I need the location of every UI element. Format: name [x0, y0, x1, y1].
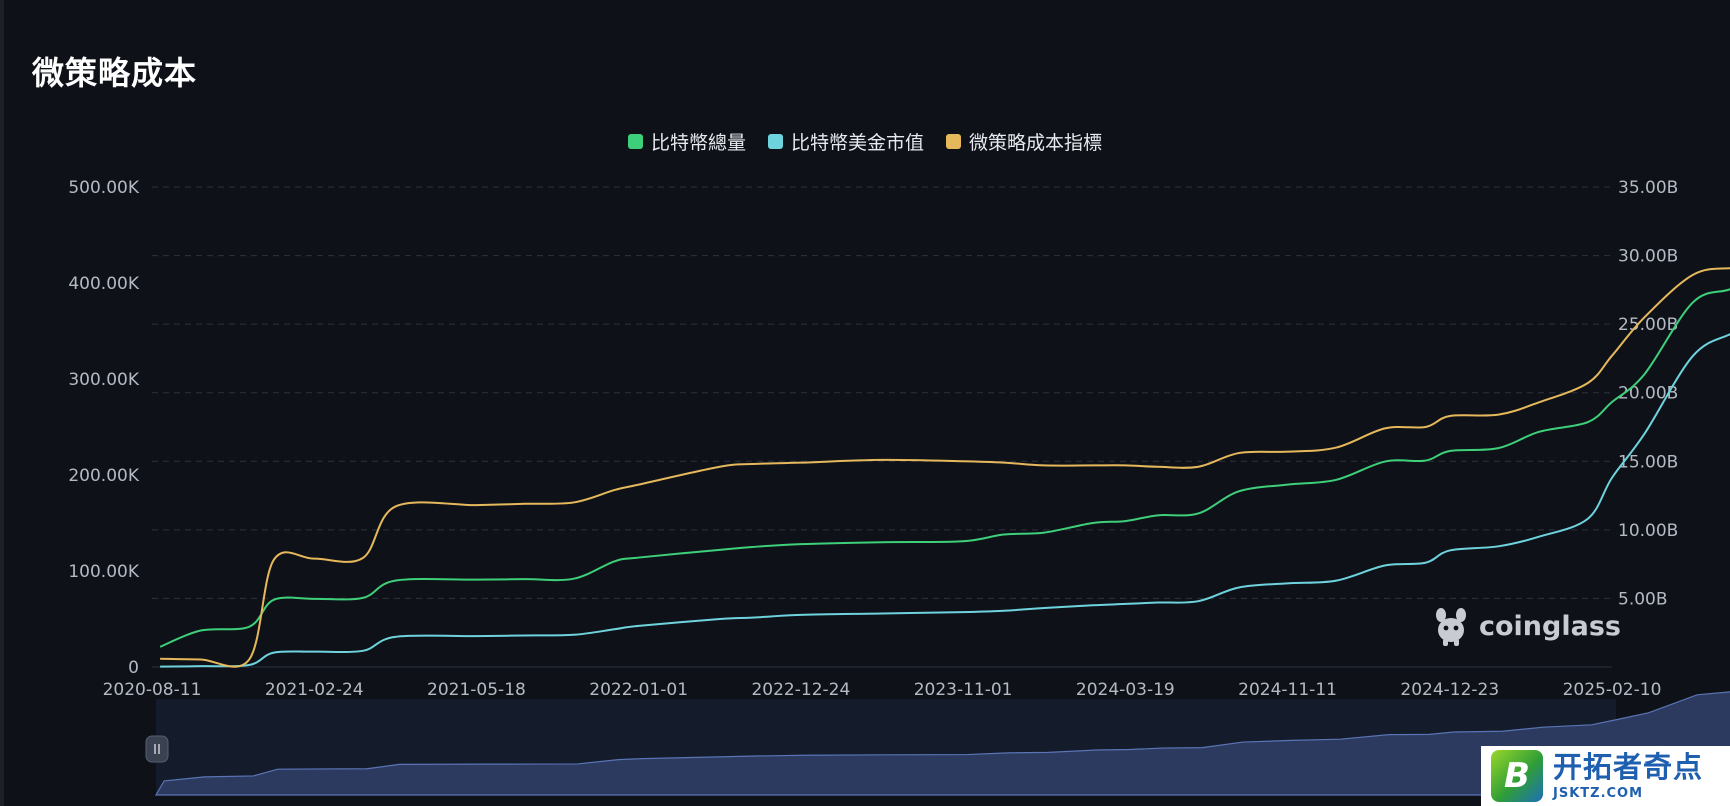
legend-item-mstr-cost[interactable]: 微策略成本指標 [946, 128, 1102, 155]
brand-badge: B 开拓者奇点 JSKTZ.COM [1481, 746, 1730, 806]
x-axis-tick-label: 2024-12-23 [1400, 680, 1499, 700]
grid-lines [152, 186, 1612, 668]
legend-label-mstr-cost: 微策略成本指標 [969, 132, 1103, 154]
brand-text: 开拓者奇点 JSKTZ.COM [1553, 749, 1704, 801]
right-axis-tick-label: 25.00B [1618, 315, 1678, 335]
x-axis-tick-label: 2023-11-01 [914, 680, 1013, 700]
brand-name: 开拓者奇点 [1553, 749, 1704, 784]
left-y-axis: 0 100.00K 200.00K 300.00K 400.00K 500.00K [68, 178, 139, 678]
left-axis-tick-label: 100.00K [68, 562, 139, 582]
left-axis-tick-label: 500.00K [68, 178, 139, 198]
chart-legend: 比特幣總量 比特幣美金市值 微策略成本指標 [0, 128, 1730, 155]
x-axis-tick-label: 2022-12-24 [751, 680, 850, 700]
brand-domain: JSKTZ.COM [1553, 785, 1644, 801]
right-axis-tick-label: 35.00B [1618, 178, 1678, 198]
zoom-slider [145, 691, 1730, 796]
legend-item-btc-total[interactable]: 比特幣總量 [627, 128, 746, 155]
right-axis-tick-label: 15.00B [1618, 452, 1678, 472]
x-axis-tick-label: 2024-11-11 [1238, 680, 1337, 700]
right-axis-tick-label: 20.00B [1618, 384, 1678, 404]
series-line-1 [160, 333, 1730, 668]
series-lines [159, 267, 1730, 668]
x-axis: 2020-08-11 2021-02-24 2021-05-18 2022-01-01… [103, 680, 1662, 700]
legend-swatch-btc-usd-value [767, 134, 783, 149]
left-axis-tick-label: 200.00K [68, 466, 139, 486]
right-axis-tick-label: 5.00B [1618, 589, 1668, 609]
coinglass-logo-icon [1436, 608, 1466, 646]
watermark-text: coinglass [1479, 610, 1621, 642]
brand-logo-icon: B [1491, 750, 1543, 802]
right-y-axis: 5.00B 10.00B 15.00B 20.00B 25.00B 30.00B 35.00… [1618, 178, 1678, 609]
x-axis-tick-label: 2020-08-11 [103, 680, 202, 700]
right-axis-tick-label: 10.00B [1618, 521, 1678, 541]
zoom-left-handle[interactable] [145, 735, 169, 763]
left-axis-tick-label: 400.00K [68, 274, 139, 294]
coinglass-watermark: coinglass [1433, 606, 1621, 646]
legend-label-btc-usd-value: 比特幣美金市值 [790, 132, 924, 154]
left-axis-tick-label: 300.00K [68, 370, 139, 390]
left-edge-divider [0, 0, 4, 806]
x-axis-tick-label: 2021-02-24 [265, 680, 364, 700]
legend-label-btc-total: 比特幣總量 [650, 132, 746, 154]
x-axis-tick-label: 2025-02-10 [1563, 680, 1662, 700]
x-axis-tick-label: 2024-03-19 [1076, 680, 1175, 700]
legend-swatch-btc-total [627, 134, 643, 149]
zoom-preview-area [154, 691, 1730, 796]
x-axis-tick-label: 2022-01-01 [589, 680, 688, 700]
legend-item-btc-usd-value[interactable]: 比特幣美金市值 [767, 128, 924, 155]
legend-swatch-mstr-cost [946, 134, 961, 149]
series-line-0 [159, 288, 1730, 648]
x-axis-tick-label: 2021-05-18 [427, 680, 526, 700]
series-line-2 [160, 267, 1730, 668]
left-axis-tick-label: 0 [128, 658, 139, 678]
page-title: 微策略成本 [32, 54, 198, 92]
right-axis-tick-label: 30.00B [1618, 247, 1678, 267]
